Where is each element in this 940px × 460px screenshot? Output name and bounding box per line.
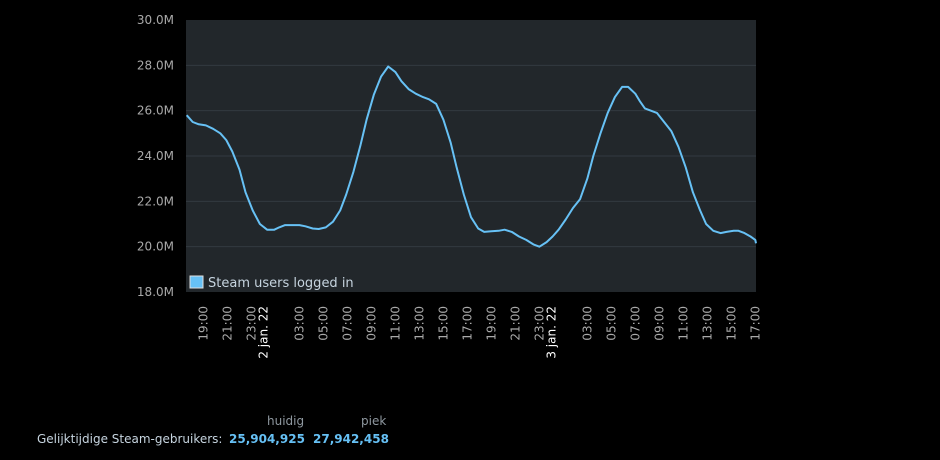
x-tick-label: 19:00 [197, 306, 211, 341]
y-tick-label: 24.0M [137, 149, 174, 163]
x-tick-label: 11:00 [676, 306, 690, 341]
x-tick-label: 09:00 [364, 306, 378, 341]
x-tick-label-day: 2 jan. 22 [256, 306, 270, 359]
x-tick-label: 17:00 [748, 306, 762, 341]
x-tick-label: 03:00 [580, 306, 594, 341]
x-tick-label: 23:00 [244, 306, 258, 341]
x-tick-label-day: 3 jan. 22 [544, 306, 558, 359]
x-tick-label: 09:00 [652, 306, 666, 341]
x-tick-label: 07:00 [340, 306, 354, 341]
y-tick-label: 30.0M [137, 13, 174, 27]
legend-swatch [189, 275, 204, 289]
x-tick-label: 11:00 [388, 306, 402, 341]
y-axis-ticks: 18.0M 20.0M 22.0M 24.0M 26.0M 28.0M 30.0M [137, 13, 174, 299]
x-tick-label: 07:00 [628, 306, 642, 341]
y-tick-label: 28.0M [137, 58, 174, 72]
x-tick-label: 15:00 [436, 306, 450, 341]
x-axis-ticks: 19:00 21:00 23:002 jan. 22 03:00 05:00 07:00 0… [197, 306, 763, 359]
y-tick-label: 20.0M [137, 240, 174, 254]
x-tick-label: 03:00 [292, 306, 306, 341]
series-line-steam-users[interactable] [185, 65, 757, 248]
x-tick-label: 19:00 [484, 306, 498, 341]
y-tick-label: 22.0M [137, 194, 174, 208]
x-tick-label: 13:00 [700, 306, 714, 341]
y-tick-label: 26.0M [137, 104, 174, 118]
x-tick-label: 21:00 [508, 306, 522, 341]
grid-lines [186, 64, 756, 248]
x-tick-label: 15:00 [724, 306, 738, 341]
x-tick-label: 05:00 [604, 306, 618, 341]
x-tick-label: 23:00 [532, 306, 546, 341]
x-tick-label: 05:00 [316, 306, 330, 341]
legend-label: Steam users logged in [208, 276, 354, 291]
x-tick-label: 21:00 [220, 306, 234, 341]
y-tick-label: 18.0M [137, 285, 174, 299]
x-tick-label: 13:00 [412, 306, 426, 341]
x-tick-label: 17:00 [460, 306, 474, 341]
legend[interactable]: Steam users logged in [189, 275, 354, 291]
